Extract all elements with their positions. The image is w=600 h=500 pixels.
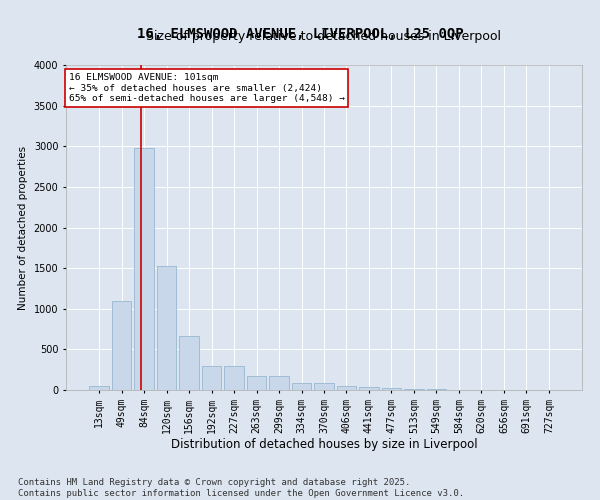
Text: 16, ELMSWOOD AVENUE, LIVERPOOL, L25 0QP: 16, ELMSWOOD AVENUE, LIVERPOOL, L25 0QP bbox=[137, 28, 463, 42]
Bar bbox=[292, 382, 311, 390]
Text: 16 ELMSWOOD AVENUE: 101sqm
← 35% of detached houses are smaller (2,424)
65% of s: 16 ELMSWOOD AVENUE: 101sqm ← 35% of deta… bbox=[68, 73, 344, 103]
Bar bbox=[134, 148, 154, 390]
Bar bbox=[89, 386, 109, 390]
Bar bbox=[157, 266, 176, 390]
X-axis label: Distribution of detached houses by size in Liverpool: Distribution of detached houses by size … bbox=[170, 438, 478, 452]
Bar bbox=[404, 389, 424, 390]
Title: Size of property relative to detached houses in Liverpool: Size of property relative to detached ho… bbox=[146, 30, 502, 43]
Bar bbox=[112, 300, 131, 390]
Bar bbox=[382, 388, 401, 390]
Bar bbox=[202, 366, 221, 390]
Bar bbox=[337, 386, 356, 390]
Bar bbox=[314, 382, 334, 390]
Text: Contains HM Land Registry data © Crown copyright and database right 2025.
Contai: Contains HM Land Registry data © Crown c… bbox=[18, 478, 464, 498]
Bar bbox=[269, 376, 289, 390]
Bar bbox=[247, 376, 266, 390]
Y-axis label: Number of detached properties: Number of detached properties bbox=[18, 146, 28, 310]
Bar bbox=[224, 366, 244, 390]
Bar bbox=[179, 336, 199, 390]
Bar bbox=[427, 389, 446, 390]
Bar bbox=[359, 387, 379, 390]
